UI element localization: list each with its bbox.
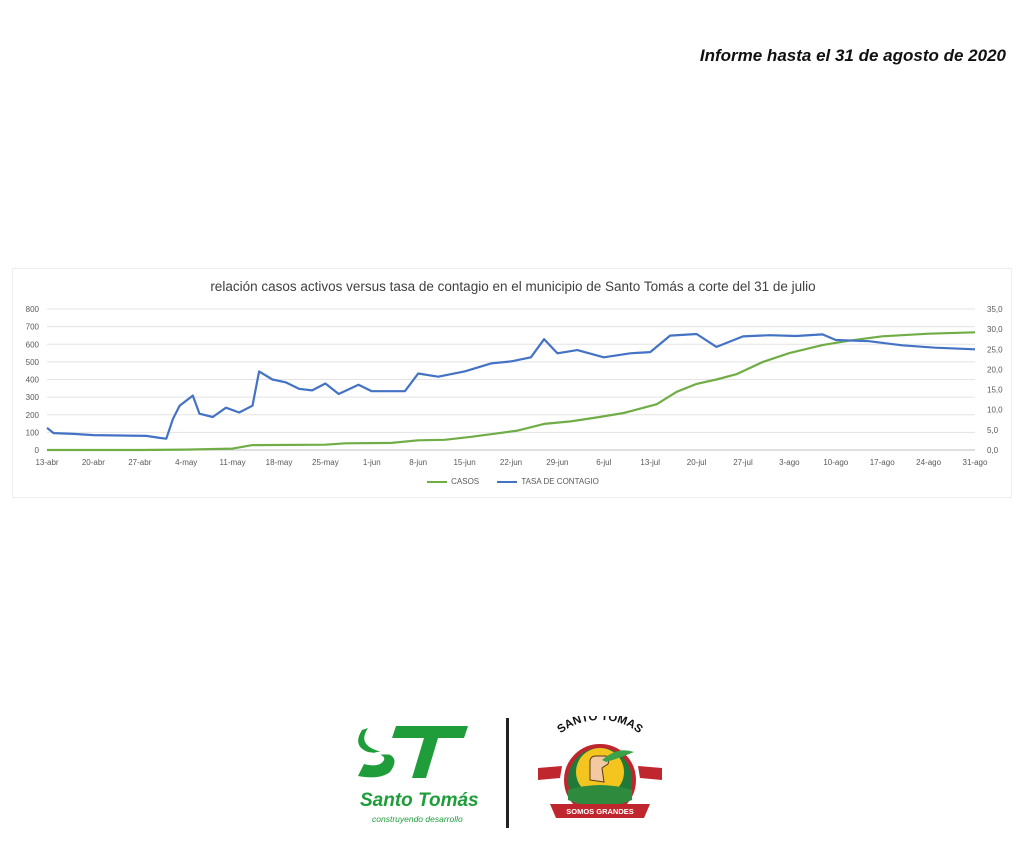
y-right-tick-label: 20,0 — [987, 365, 1003, 374]
legend-swatch-casos — [427, 480, 448, 483]
santo-tomas-logo: Santo Tomás construyendo desarrollo — [350, 716, 480, 831]
y-left-tick-label: 200 — [26, 411, 40, 420]
y-left-tick-label: 800 — [26, 305, 40, 314]
series-line-casos — [47, 331, 976, 452]
y-right-tick-label: 25,0 — [987, 345, 1003, 354]
y-left-tick-label: 600 — [26, 340, 40, 349]
svg-text:SANTO TOMAS: SANTO TOMAS — [555, 716, 645, 736]
x-tick-label: 24-ago — [916, 458, 941, 467]
st-logo-name: Santo Tomás — [360, 790, 479, 811]
y-right-tick-label: 0,0 — [987, 446, 999, 455]
x-tick-label: 25-may — [312, 458, 339, 467]
x-tick-label: 10-ago — [823, 458, 848, 467]
y-right-tick-label: 35,0 — [987, 305, 1003, 314]
x-tick-label: 15-jun — [453, 458, 475, 467]
x-tick-label: 17-ago — [870, 458, 895, 467]
emblem-arc-text: SANTO TOMAS — [555, 711, 645, 736]
x-tick-label: 13-jul — [640, 458, 660, 467]
x-tick-label: 11-may — [220, 458, 246, 467]
x-tick-label: 4-may — [175, 458, 197, 467]
legend-label-tasa: TASA DE CONTAGIO — [521, 477, 599, 486]
x-tick-label: 20-abr — [82, 458, 105, 467]
x-tick-label: 31-ago — [963, 458, 988, 467]
legend-swatch-tasa — [497, 480, 518, 483]
legend-item-tasa: TASA DE CONTAGIO — [497, 477, 599, 486]
legend-item-casos: CASOS — [427, 477, 479, 486]
santo-tomas-emblem: SANTO TOMAS SOMOS GRANDES — [536, 711, 664, 831]
y-left-tick-label: 0 — [35, 446, 40, 455]
x-tick-label: 20-jul — [687, 458, 707, 467]
chart-legend: CASOS TASA DE CONTAGIO — [13, 477, 1013, 486]
fist-with-leaves-emblem-icon: SANTO TOMAS SOMOS GRANDES — [538, 711, 662, 818]
y-left-tick-label: 500 — [26, 358, 40, 367]
y-right-tick-label: 5,0 — [987, 426, 999, 435]
y-left-tick-label: 700 — [26, 323, 40, 332]
combo-line-chart: 0 100 200 300 400 500 600 700 800 0,0 5,0 10,0 15,0 2… — [26, 305, 1003, 467]
x-tick-label: 27-abr — [128, 458, 151, 467]
y-right-tick-label: 15,0 — [987, 386, 1003, 395]
x-tick-label: 6-jul — [596, 458, 611, 467]
y-left-tick-label: 100 — [26, 428, 40, 437]
x-tick-label: 1-jun — [363, 458, 381, 467]
chart-title: relación casos activos versus tasa de co… — [210, 279, 816, 294]
x-tick-label: 3-ago — [779, 458, 800, 467]
report-date-header: Informe hasta el 31 de agosto de 2020 — [699, 46, 1006, 65]
series-line-tasa-de-contagio — [46, 332, 976, 440]
y-right-tick-label: 10,0 — [987, 406, 1003, 415]
y-left-tick-label: 400 — [26, 376, 40, 385]
x-tick-label: 29-jun — [546, 458, 568, 467]
x-tick-label: 13-abr — [35, 458, 58, 467]
x-tick-label: 8-jun — [409, 458, 427, 467]
st-mark-icon — [358, 726, 468, 778]
legend-label-casos: CASOS — [451, 477, 480, 486]
y-left-tick-label: 300 — [26, 393, 40, 402]
st-logo-slogan: construyendo desarrollo — [372, 814, 463, 824]
footer-logos: Santo Tomás construyendo desarrollo SANT… — [350, 711, 670, 836]
x-tick-label: 18-may — [266, 458, 293, 467]
y-right-tick-label: 30,0 — [987, 325, 1003, 334]
emblem-ribbon-text: SOMOS GRANDES — [566, 807, 634, 816]
chart-panel: 0 100 200 300 400 500 600 700 800 0,0 5,0 10,0 15,0 2… — [12, 268, 1012, 498]
logo-divider — [506, 718, 509, 828]
x-tick-label: 27-jul — [733, 458, 753, 467]
x-tick-label: 22-jun — [500, 458, 522, 467]
